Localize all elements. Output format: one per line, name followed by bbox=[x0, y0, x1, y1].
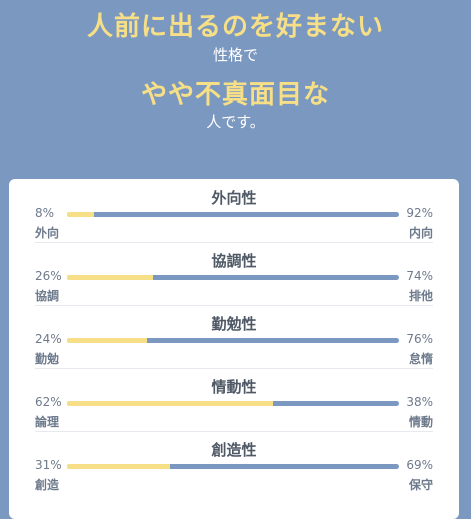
trait-row: 外向性 8% 92% 外向 内向 bbox=[9, 179, 459, 241]
trait-bar-fill bbox=[67, 464, 170, 469]
trait-row: 勤勉性 24% 76% 勤勉 怠惰 bbox=[9, 305, 459, 367]
trait-bar-fill bbox=[67, 338, 147, 343]
headline-line-1: 人前に出るのを好まない bbox=[86, 12, 384, 42]
trait-title: 創造性 bbox=[211, 441, 257, 459]
trait-left-percent: 24% bbox=[35, 332, 62, 346]
trait-bar-fill bbox=[67, 401, 273, 406]
trait-bar-fill bbox=[67, 212, 94, 217]
trait-right-label: 内向 bbox=[408, 226, 433, 240]
trait-bar bbox=[67, 212, 399, 217]
trait-bar bbox=[67, 464, 399, 469]
trait-title: 情動性 bbox=[211, 378, 257, 396]
trait-right-percent: 38% bbox=[406, 395, 433, 409]
trait-left-label: 論理 bbox=[35, 415, 60, 429]
trait-title: 勤勉性 bbox=[211, 315, 257, 333]
headline-line-4: 人です。 bbox=[206, 113, 265, 131]
trait-left-label: 勤勉 bbox=[35, 352, 60, 366]
traits-card: 外向性 8% 92% 外向 内向 協調性 26% 74% 協調 排他 勤勉性 2… bbox=[9, 179, 459, 519]
trait-title: 外向性 bbox=[211, 189, 257, 207]
trait-right-label: 排他 bbox=[408, 289, 433, 303]
trait-right-percent: 76% bbox=[406, 332, 433, 346]
trait-bar bbox=[67, 338, 399, 343]
trait-left-percent: 26% bbox=[35, 269, 62, 283]
trait-row: 創造性 31% 69% 創造 保守 bbox=[9, 431, 459, 493]
trait-bar-fill bbox=[67, 275, 154, 280]
trait-right-percent: 74% bbox=[406, 269, 433, 283]
trait-left-label: 協調 bbox=[35, 289, 60, 303]
trait-left-label: 創造 bbox=[35, 478, 60, 492]
trait-title: 協調性 bbox=[211, 252, 257, 270]
trait-row: 協調性 26% 74% 協調 排他 bbox=[9, 242, 459, 304]
trait-left-percent: 8% bbox=[35, 206, 55, 220]
divider bbox=[35, 242, 433, 243]
trait-right-percent: 69% bbox=[406, 458, 433, 472]
trait-left-label: 外向 bbox=[35, 226, 60, 240]
trait-row: 情動性 62% 38% 論理 情動 bbox=[9, 368, 459, 430]
trait-right-label: 怠惰 bbox=[408, 352, 433, 366]
trait-bar bbox=[67, 401, 399, 406]
divider bbox=[35, 431, 433, 432]
divider bbox=[35, 305, 433, 306]
trait-left-percent: 62% bbox=[35, 395, 62, 409]
trait-left-percent: 31% bbox=[35, 458, 62, 472]
trait-right-label: 情動 bbox=[408, 415, 433, 429]
trait-bar bbox=[67, 275, 399, 280]
trait-right-percent: 92% bbox=[406, 206, 433, 220]
headline-line-2: 性格で bbox=[212, 46, 258, 64]
headline-line-3: やや不真面目な bbox=[140, 80, 330, 110]
trait-right-label: 保守 bbox=[408, 478, 433, 492]
divider bbox=[35, 368, 433, 369]
